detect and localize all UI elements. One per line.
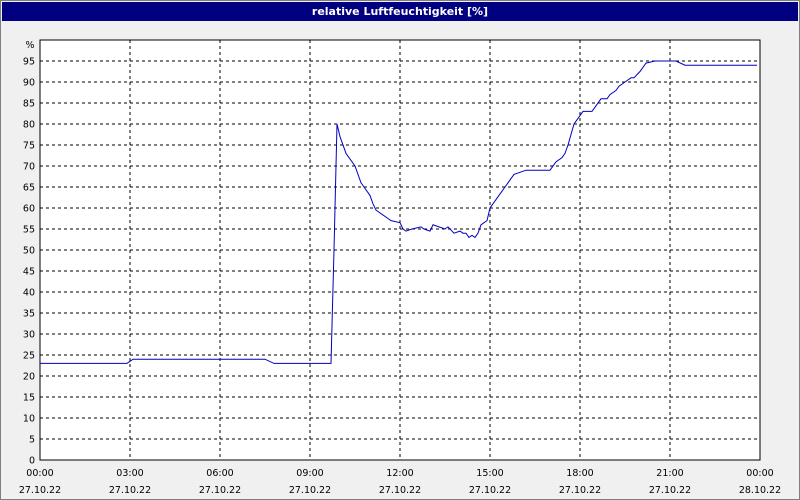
x-tick-labels: 00:00 27.10.22 03:00 27.10.22 06:00 27.10.22 0… <box>19 468 781 496</box>
x-tick-time: 00:00 <box>26 468 53 479</box>
x-tick-date: 28.10.22 <box>739 485 781 496</box>
x-tick-time: 00:00 <box>746 468 773 479</box>
x-tick-date: 27.10.22 <box>109 485 151 496</box>
y-tick-label: 0 <box>29 456 35 467</box>
x-tick-date: 27.10.22 <box>289 485 331 496</box>
y-tick-label: 90 <box>23 78 35 89</box>
y-tick-label: 35 <box>23 309 35 320</box>
y-tick-label: 5 <box>29 435 35 446</box>
y-tick-label: 15 <box>23 393 35 404</box>
y-tick-label: 50 <box>23 246 35 257</box>
x-tick-time: 06:00 <box>206 468 233 479</box>
y-axis-label: % <box>25 40 34 51</box>
y-tick-label: 60 <box>23 204 35 215</box>
y-tick-label: 70 <box>23 162 35 173</box>
y-tick-label: 25 <box>23 351 35 362</box>
y-tick-labels: 0 5 10 15 20 25 30 35 40 45 50 55 60 65 70 75 80 85 90 95 <box>23 57 35 467</box>
y-tick-label: 65 <box>23 183 35 194</box>
series-line-humidity <box>40 60 757 364</box>
x-tick-time: 09:00 <box>296 468 323 479</box>
x-tick-time: 12:00 <box>386 468 413 479</box>
x-tick-time: 18:00 <box>566 468 593 479</box>
y-tick-label: 75 <box>23 141 35 152</box>
x-tick-date: 27.10.22 <box>199 485 241 496</box>
y-tick-label: 30 <box>23 330 35 341</box>
chart-title: relative Luftfeuchtigkeit [%] <box>2 2 798 21</box>
x-tick-date: 27.10.22 <box>379 485 421 496</box>
y-tick-label: 45 <box>23 267 35 278</box>
x-tick-time: 21:00 <box>656 468 683 479</box>
x-tick-date: 27.10.22 <box>649 485 691 496</box>
y-tick-label: 40 <box>23 288 35 299</box>
y-tick-label: 95 <box>23 57 35 68</box>
y-tick-label: 85 <box>23 99 35 110</box>
y-tick-label: 55 <box>23 225 35 236</box>
x-tick-date: 27.10.22 <box>469 485 511 496</box>
x-tick-time: 03:00 <box>116 468 143 479</box>
y-tick-label: 10 <box>23 414 35 425</box>
x-tick-time: 15:00 <box>476 468 503 479</box>
x-tick-date: 27.10.22 <box>19 485 61 496</box>
y-tick-label: 20 <box>23 372 35 383</box>
grid-lines <box>40 40 760 460</box>
y-tick-label: 80 <box>23 120 35 131</box>
x-tick-date: 27.10.22 <box>559 485 601 496</box>
